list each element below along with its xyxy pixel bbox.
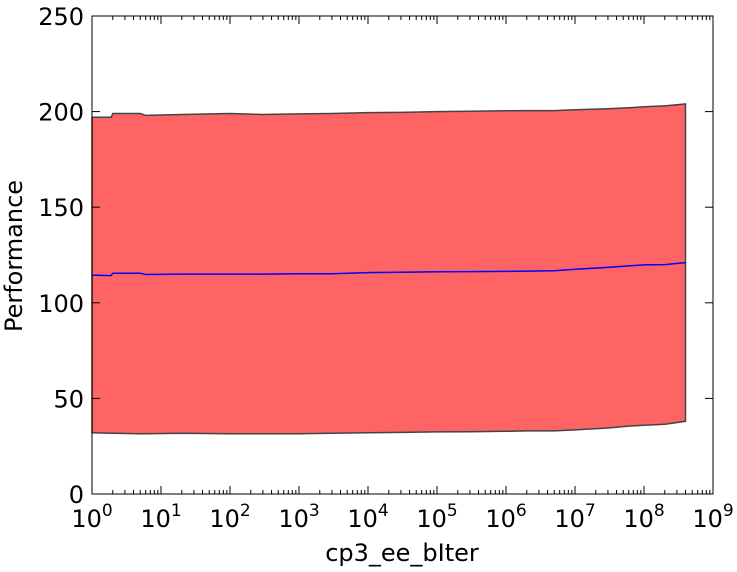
y-tick-label: 250	[38, 3, 84, 31]
y-axis-label: Performance	[0, 180, 28, 332]
plot-frame	[91, 15, 714, 495]
y-axis-ticks: 0 50 100 150 200 250	[38, 3, 713, 509]
y-tick-label: 100	[38, 290, 84, 318]
x-tick-label: 100	[71, 501, 112, 533]
x-tick-label: 103	[278, 501, 319, 533]
x-tick-label: 105	[416, 501, 457, 533]
y-tick-label: 150	[38, 194, 84, 222]
x-axis-ticks: 100 101 102 103 104 105 106 107 108 109	[71, 16, 734, 533]
mean-performance-line	[91, 261, 686, 277]
plot-area	[91, 15, 714, 495]
x-tick-label: 107	[554, 501, 595, 533]
x-tick-label: 102	[209, 501, 250, 533]
x-axis-label: cp3_ee_bIter	[325, 539, 479, 567]
y-tick-label: 0	[69, 481, 84, 509]
x-tick-label: 101	[140, 501, 181, 533]
y-tick-label: 200	[38, 99, 84, 127]
x-tick-label: 104	[347, 501, 388, 533]
x-tick-label: 108	[623, 501, 664, 533]
y-tick-label: 50	[53, 385, 84, 413]
x-tick-label: 109	[692, 501, 733, 533]
performance-range-band	[91, 103, 687, 435]
x-tick-label: 106	[485, 501, 526, 533]
